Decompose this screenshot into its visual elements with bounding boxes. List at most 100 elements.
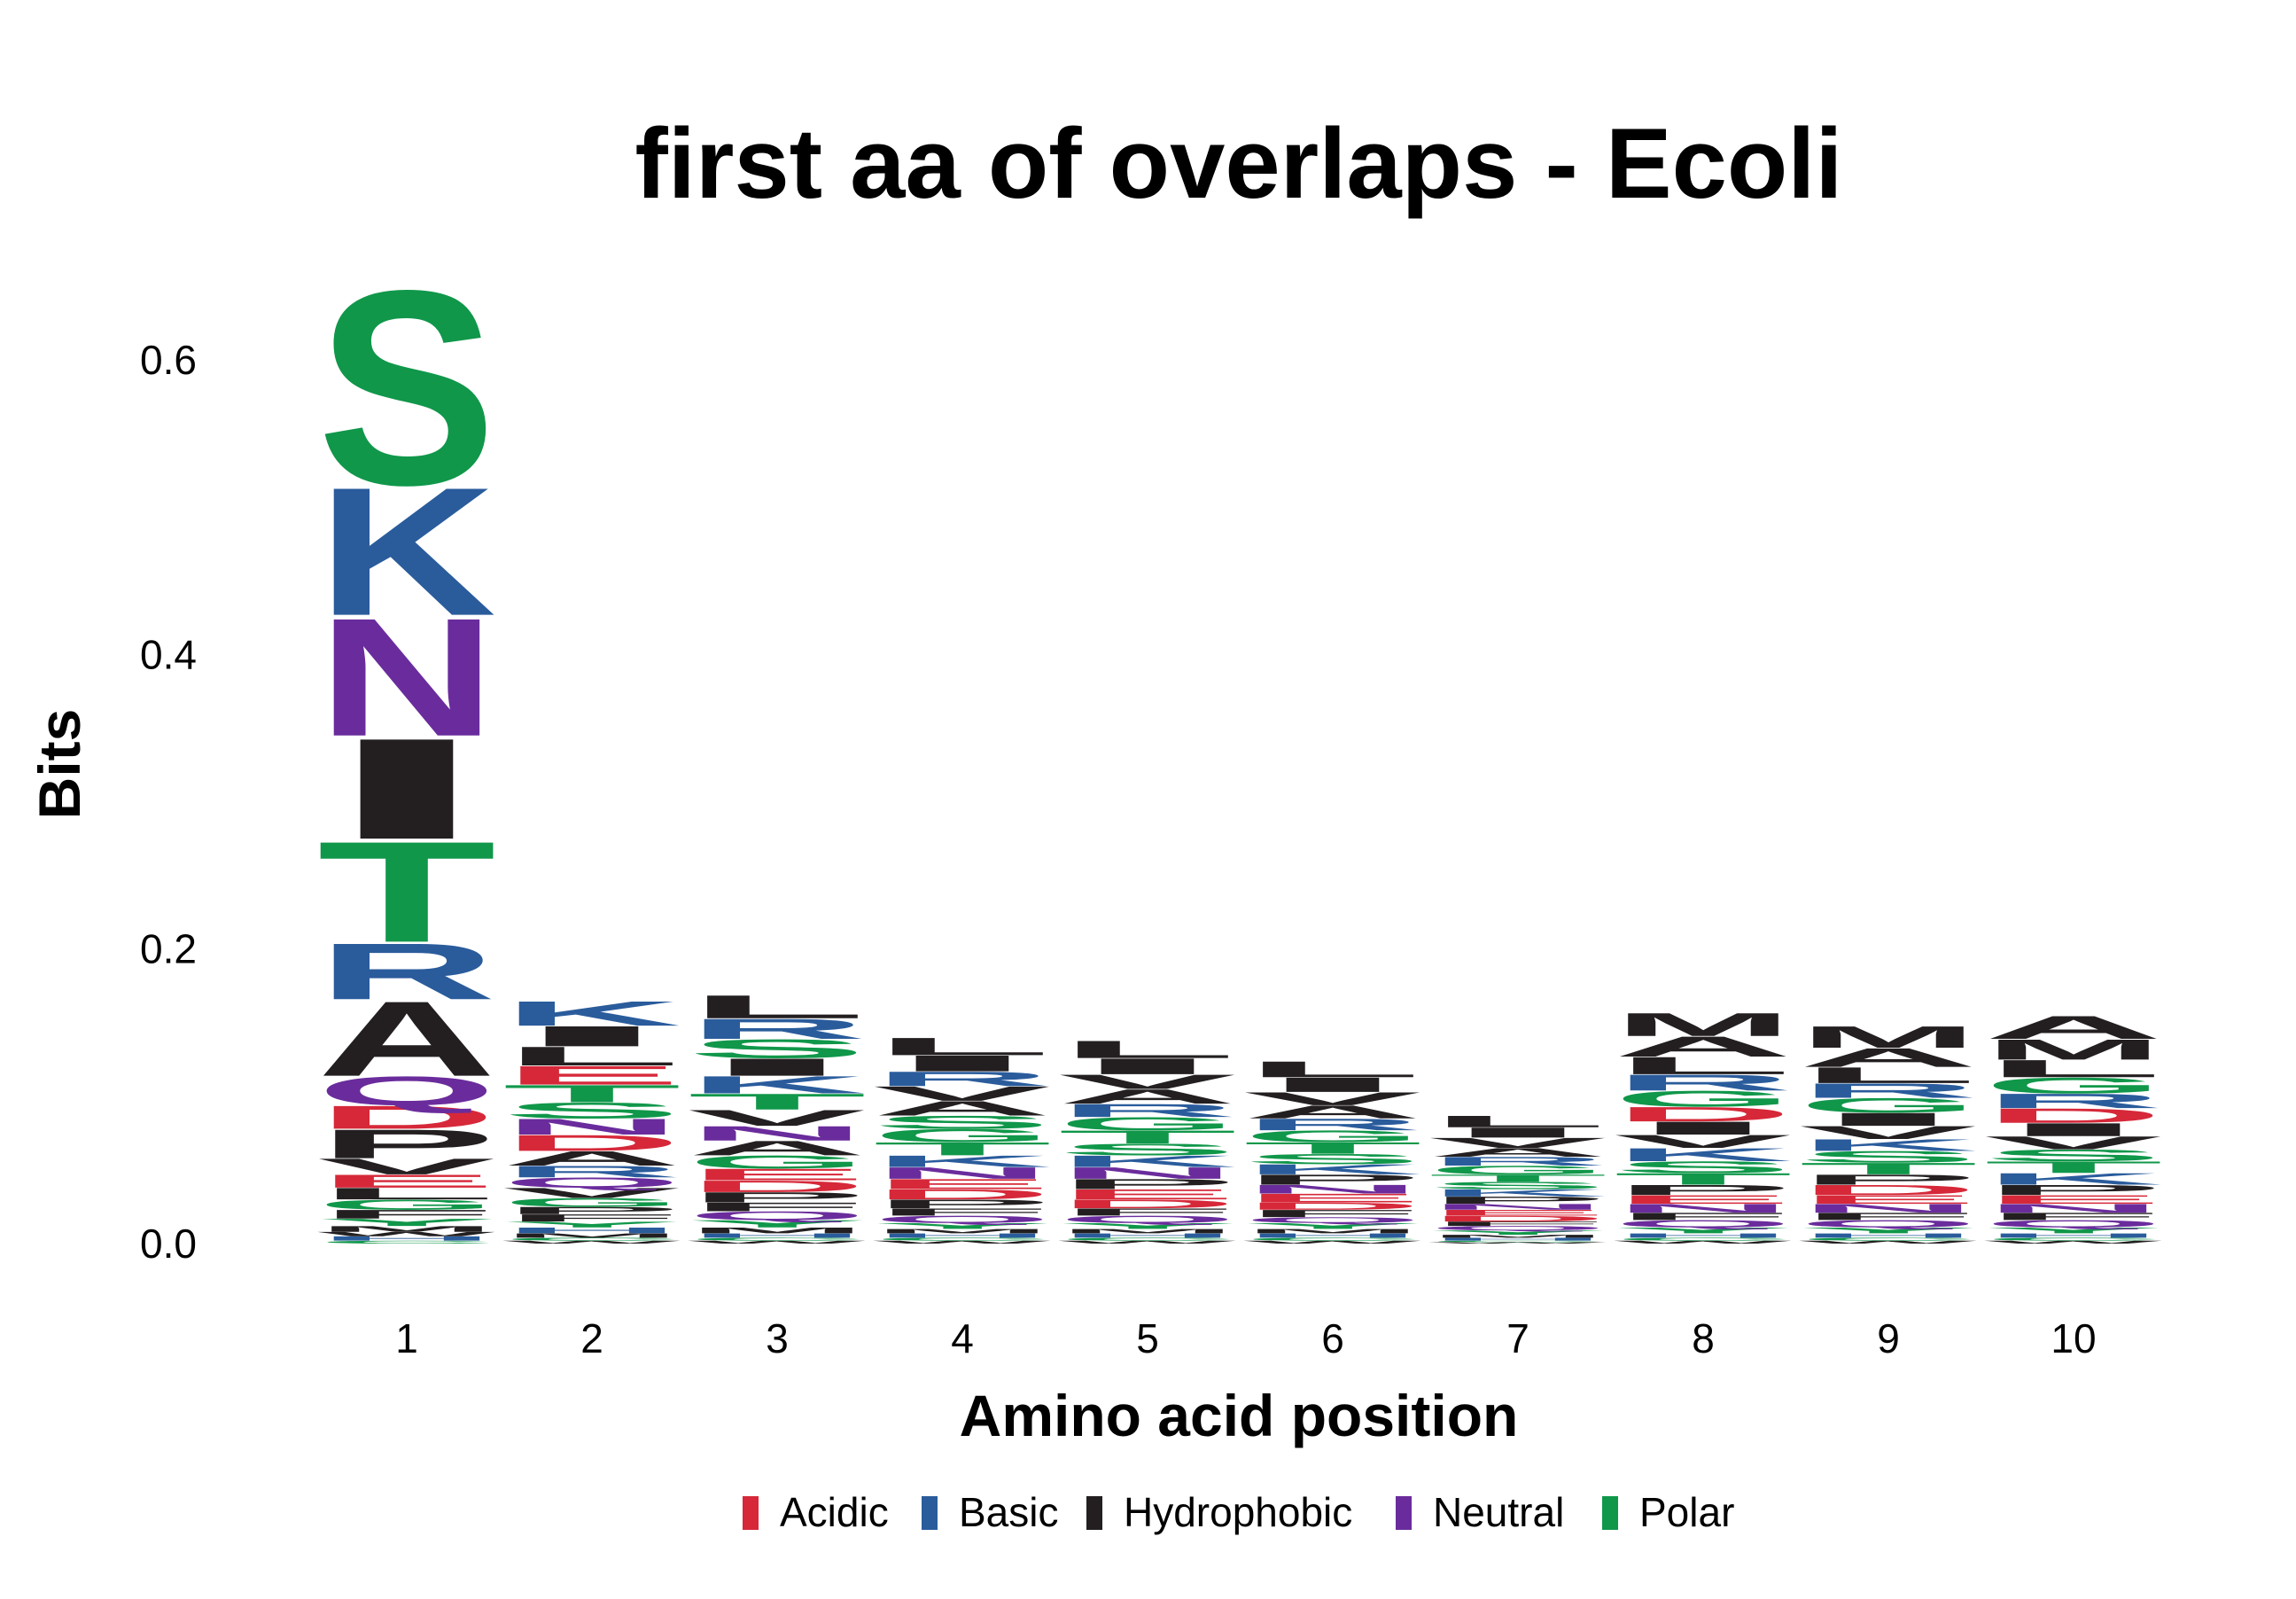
logo-letter: G <box>317 1197 496 1213</box>
y-axis: 0.0 0.2 0.4 0.6 <box>140 337 197 1267</box>
logo-letter: W <box>317 1230 495 1237</box>
logo-letter: V <box>1614 1131 1792 1151</box>
logo-letter: Y <box>1243 1221 1422 1230</box>
logo-letter: G <box>873 1126 1052 1146</box>
y-tick-label: 0.2 <box>140 926 197 972</box>
logo-letter: A <box>1799 1042 1978 1072</box>
logo-letter: K <box>1984 1170 2163 1189</box>
logo-letter: H <box>873 1232 1052 1239</box>
logo-letter: C <box>1428 1240 1607 1243</box>
logo-letter: H <box>317 1235 496 1242</box>
logo-letter: K <box>317 449 496 654</box>
logo-letter: Y <box>1799 1226 1978 1235</box>
legend-label: Neutral <box>1433 1489 1564 1535</box>
logo-letter: V <box>1799 1122 1977 1143</box>
logo-letter: K <box>1799 1136 1978 1155</box>
logo-letter: Y <box>1984 1226 2163 1235</box>
logo-letter: R <box>1428 1154 1607 1168</box>
logo-letter: L <box>1058 1036 1237 1064</box>
legend-swatch <box>1086 1496 1102 1530</box>
logo-letter: A <box>502 1147 681 1170</box>
logo-letter: M <box>1058 1228 1237 1235</box>
logo-letter: D <box>317 1099 496 1135</box>
legend-label: Acidic <box>780 1489 889 1535</box>
logo-letter: E <box>502 1060 681 1090</box>
logo-letter: A <box>317 979 496 1098</box>
logo-letter: C <box>688 1236 867 1241</box>
logo-letter: S <box>317 233 496 543</box>
logo-letter: P <box>873 1197 1052 1212</box>
logo-letter: P <box>1243 1172 1422 1188</box>
logo-letter: D <box>1799 1182 1978 1197</box>
logo-letter: T <box>688 1089 867 1115</box>
logo-letter: V <box>502 1185 681 1201</box>
logo-letter: I <box>1614 1118 1793 1138</box>
x-tick-label: 9 <box>1877 1315 1900 1361</box>
logo-letter: K <box>1243 1161 1422 1177</box>
logo-letter: H <box>1428 1236 1607 1241</box>
y-axis-title: Bits <box>27 709 92 820</box>
logo-letter: L <box>1799 1063 1978 1088</box>
logo-letter: N <box>873 1164 1052 1182</box>
logo-letter: R <box>317 927 496 1017</box>
legend-label: Basic <box>959 1489 1058 1535</box>
logo-letter: W <box>1058 1240 1236 1244</box>
logo-letter: Q <box>502 1174 681 1190</box>
logo-letter: Q <box>1799 1218 1978 1229</box>
logo-letter: Y <box>1058 1221 1237 1230</box>
legend-label: Hydrophobic <box>1124 1489 1352 1535</box>
y-tick-label: 0.4 <box>140 631 197 677</box>
logo-letter: Q <box>688 1209 867 1223</box>
logo-letter: F <box>873 1206 1052 1218</box>
logo-letter: R <box>873 1067 1052 1090</box>
logo-letter: I <box>1243 1073 1422 1096</box>
logo-letter: G <box>688 1151 867 1172</box>
logo-letter: T <box>1799 1159 1978 1178</box>
x-tick-label: 4 <box>951 1315 974 1361</box>
x-tick-label: 1 <box>395 1315 418 1361</box>
logo-letter: F <box>1058 1206 1237 1218</box>
logo-letter: C <box>1799 1236 1978 1241</box>
logo-letter: W <box>1428 1242 1607 1244</box>
logo-letter: G <box>1984 1073 2163 1099</box>
logo-letter: A <box>1984 1010 2163 1046</box>
logo-letter: V <box>1428 1135 1607 1150</box>
logo-letter: R <box>1614 1070 1793 1096</box>
logo-letter: F <box>502 1213 681 1224</box>
logo-letter: D <box>873 1186 1052 1202</box>
logo-letter: W <box>1614 1240 1792 1244</box>
logo-letter: V <box>1243 1088 1421 1109</box>
logo-letter: S <box>1614 1158 1793 1177</box>
logo-letter: H <box>688 1232 867 1239</box>
logo-letter: F <box>1984 1211 2163 1222</box>
logo-letter: T <box>317 812 496 972</box>
logo-letter: W <box>1984 1240 2162 1244</box>
logo-letter: Q <box>317 1068 496 1114</box>
logo-letter: S <box>1058 1141 1237 1159</box>
legend-swatch <box>922 1496 938 1530</box>
chart-title: first aa of overlaps - Ecoli <box>634 108 1842 219</box>
logo-letter: E <box>1984 1193 2163 1207</box>
logo-letter: A <box>1058 1085 1237 1108</box>
logo-letter: Y <box>688 1218 867 1229</box>
logo-letter: T <box>1428 1173 1607 1184</box>
logo-letter: M <box>1799 1019 1978 1054</box>
logo-letter: C <box>873 1236 1052 1241</box>
x-tick-label: 5 <box>1136 1315 1159 1361</box>
logo-letter: Y <box>1428 1229 1607 1236</box>
logo-letter: T <box>1058 1127 1237 1147</box>
logo-letter: P <box>502 1205 681 1216</box>
logo-letter: G <box>1058 1113 1237 1134</box>
x-tick-label: 3 <box>766 1315 789 1361</box>
logo-letter: N <box>688 1122 867 1145</box>
logo-letter: Y <box>502 1220 681 1228</box>
logo-letter: C <box>1058 1236 1237 1241</box>
logo-letter: V <box>1984 1133 2162 1153</box>
logo-letter: G <box>1428 1163 1607 1177</box>
logo-letter: L <box>688 988 867 1026</box>
